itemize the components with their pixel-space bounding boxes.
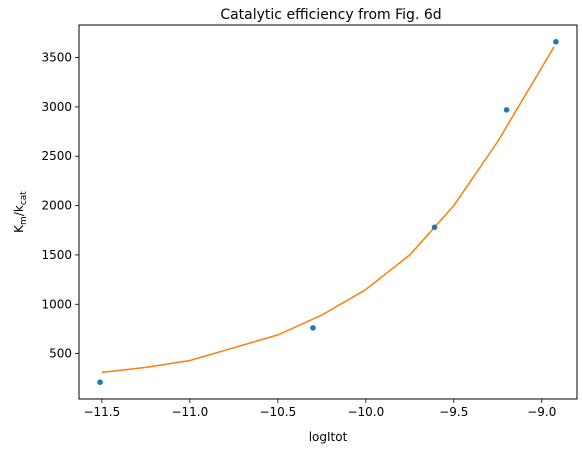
chart-title: Catalytic efficiency from Fig. 6d (220, 7, 441, 23)
y-tick-label: 500 (49, 347, 72, 361)
y-tick-label: 1500 (41, 248, 72, 262)
x-axis-label: logItot (309, 430, 348, 444)
data-point (310, 325, 316, 331)
y-tick-label: 3000 (41, 100, 72, 114)
y-axis-label: Km/kcat (12, 191, 29, 233)
plot-area (97, 39, 559, 386)
y-tick-label: 3500 (41, 51, 72, 65)
x-tick-label: −10.0 (347, 405, 384, 419)
x-tick-label: −9.5 (439, 405, 468, 419)
data-point (553, 39, 559, 45)
x-axis: −11.5 −11.0 −10.5 −10.0 −9.5 −9.0 (83, 399, 556, 419)
y-tick-label: 2000 (41, 199, 72, 213)
data-point (503, 107, 510, 113)
data-point (97, 379, 103, 386)
plot-frame (78, 24, 578, 400)
x-tick-label: −11.5 (83, 405, 120, 419)
x-tick-label: −11.0 (171, 405, 208, 419)
data-point (431, 224, 438, 231)
fit-curve (101, 46, 555, 374)
y-tick-label: 1000 (41, 297, 72, 311)
y-axis: 500 1000 1500 2000 2500 3000 3500 (41, 51, 79, 361)
y-tick-label: 2500 (41, 149, 72, 163)
x-tick-label: −9.0 (527, 405, 556, 419)
x-tick-label: −10.5 (259, 405, 296, 419)
